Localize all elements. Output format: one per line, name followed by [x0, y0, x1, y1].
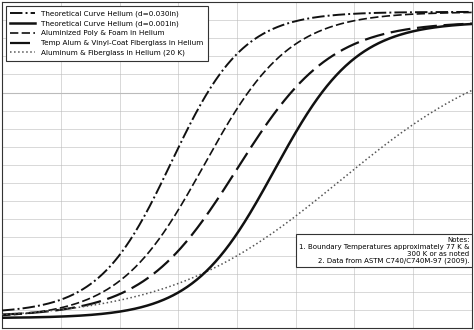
- Legend: Theoretical Curve Helium (d=0.030in), Theoretical Curve Helium (d=0.001in), Alum: Theoretical Curve Helium (d=0.030in), Th…: [6, 6, 208, 61]
- Text: Notes:
1. Boundary Temperatures approximately 77 K &
300 K or as noted
2. Data f: Notes: 1. Boundary Temperatures approxim…: [299, 237, 470, 264]
